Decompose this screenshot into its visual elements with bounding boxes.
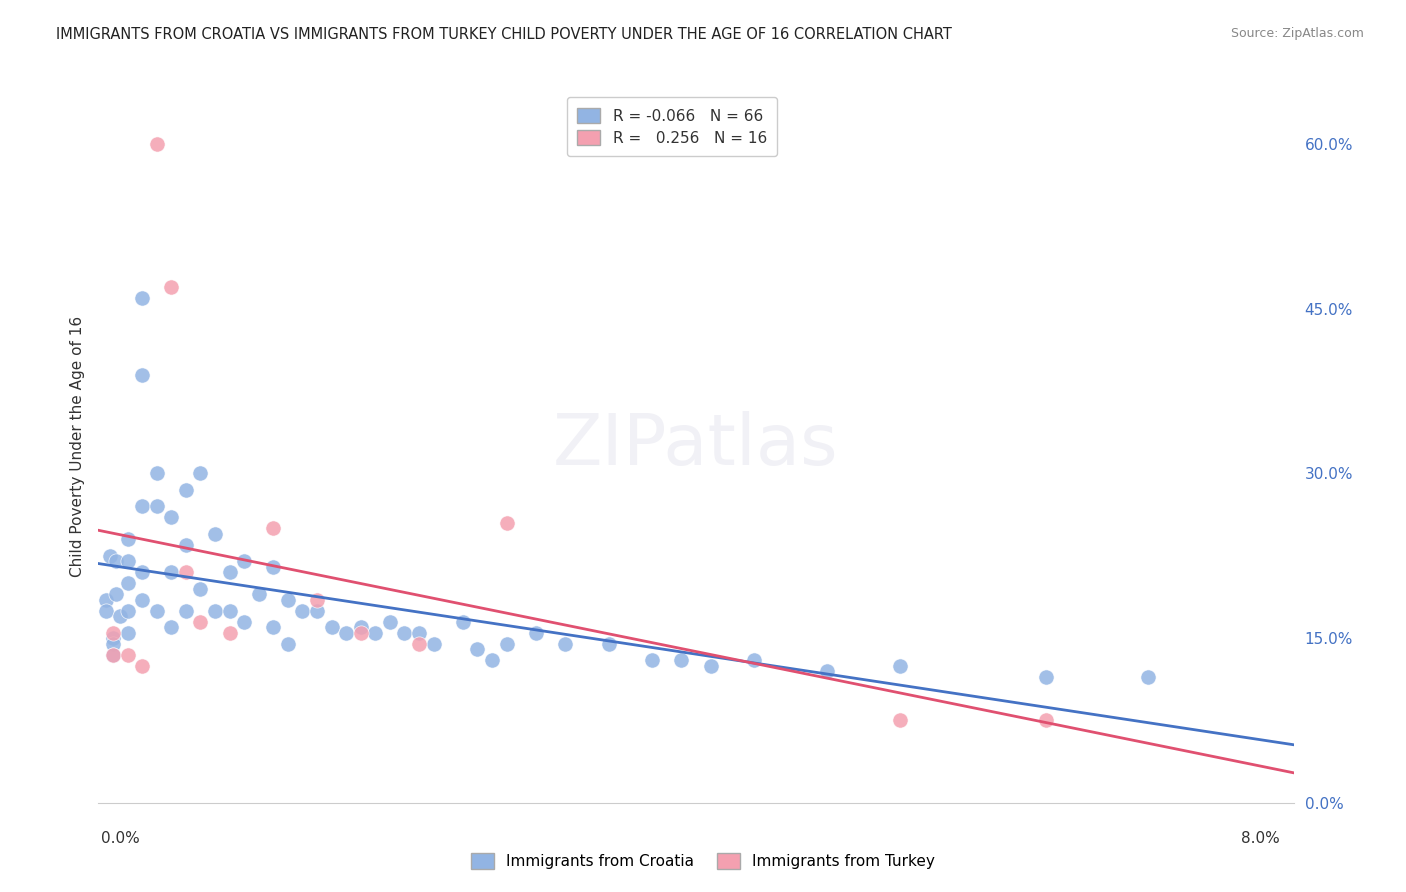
Point [131, 592, 153, 607]
Point [174, 566, 197, 580]
Point [145, 137, 167, 152]
Point [481, 653, 503, 667]
Point [94, 604, 117, 618]
Point [117, 576, 139, 591]
Point [218, 604, 240, 618]
Point [117, 604, 139, 618]
Point [233, 554, 256, 568]
Point [467, 642, 489, 657]
Point [1136, 669, 1159, 683]
Point [160, 280, 183, 294]
Point [131, 291, 153, 305]
Text: ZIPatlas: ZIPatlas [553, 411, 839, 481]
Point [598, 637, 620, 651]
Text: Source: ZipAtlas.com: Source: ZipAtlas.com [1230, 27, 1364, 40]
Point [815, 664, 838, 678]
Text: IMMIGRANTS FROM CROATIA VS IMMIGRANTS FROM TURKEY CHILD POVERTY UNDER THE AGE OF: IMMIGRANTS FROM CROATIA VS IMMIGRANTS FR… [56, 27, 952, 42]
Point [305, 604, 328, 618]
Text: 0.0%: 0.0% [101, 831, 141, 846]
Point [131, 368, 153, 382]
Point [1035, 714, 1057, 728]
Legend: Immigrants from Croatia, Immigrants from Turkey: Immigrants from Croatia, Immigrants from… [465, 847, 941, 875]
Point [233, 615, 256, 629]
Point [1035, 669, 1057, 683]
Point [117, 554, 139, 568]
Point [350, 625, 373, 640]
Point [160, 566, 183, 580]
Point [145, 467, 167, 481]
Point [350, 620, 373, 634]
Point [145, 604, 167, 618]
Y-axis label: Child Poverty Under the Age of 16: Child Poverty Under the Age of 16 [69, 316, 84, 576]
Point [262, 620, 284, 634]
Point [101, 637, 124, 651]
Point [408, 637, 430, 651]
Point [524, 625, 547, 640]
Point [174, 538, 197, 552]
Point [190, 467, 212, 481]
Point [262, 521, 284, 535]
Point [131, 566, 153, 580]
Point [495, 637, 517, 651]
Text: 8.0%: 8.0% [1240, 831, 1279, 846]
Point [104, 587, 127, 601]
Point [160, 620, 183, 634]
Point [641, 653, 664, 667]
Legend: R = -0.066   N = 66, R =   0.256   N = 16: R = -0.066 N = 66, R = 0.256 N = 16 [567, 97, 778, 156]
Point [174, 483, 197, 497]
Point [204, 526, 226, 541]
Point [495, 516, 517, 530]
Point [262, 559, 284, 574]
Point [408, 625, 430, 640]
Point [335, 625, 357, 640]
Point [554, 637, 576, 651]
Point [101, 631, 124, 645]
Point [394, 625, 416, 640]
Point [131, 500, 153, 514]
Point [742, 653, 765, 667]
Point [422, 637, 444, 651]
Point [364, 625, 387, 640]
Point [101, 648, 124, 662]
Point [117, 625, 139, 640]
Point [101, 648, 124, 662]
Point [101, 625, 124, 640]
Point [145, 500, 167, 514]
Point [160, 510, 183, 524]
Point [889, 658, 911, 673]
Point [174, 604, 197, 618]
Point [291, 604, 314, 618]
Point [699, 658, 721, 673]
Point [104, 554, 127, 568]
Point [321, 620, 343, 634]
Point [671, 653, 693, 667]
Point [110, 609, 132, 624]
Point [305, 592, 328, 607]
Point [277, 592, 299, 607]
Point [204, 604, 226, 618]
Point [117, 648, 139, 662]
Point [94, 592, 117, 607]
Point [378, 615, 401, 629]
Point [190, 582, 212, 596]
Point [98, 549, 121, 563]
Point [889, 714, 911, 728]
Point [277, 637, 299, 651]
Point [451, 615, 474, 629]
Point [190, 615, 212, 629]
Point [117, 533, 139, 547]
Point [218, 625, 240, 640]
Point [218, 566, 240, 580]
Point [247, 587, 270, 601]
Point [131, 658, 153, 673]
